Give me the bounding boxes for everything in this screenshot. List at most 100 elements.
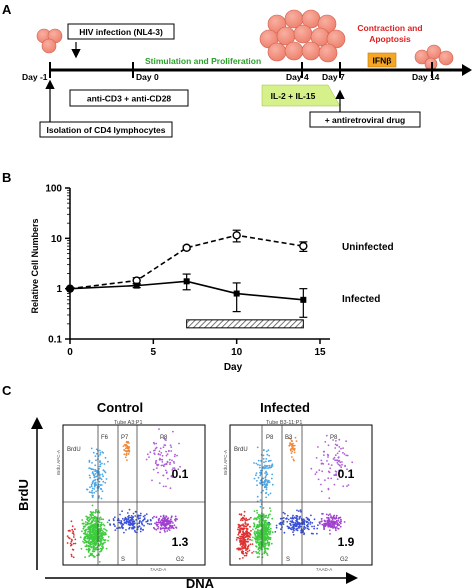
event-dot [89,486,91,489]
event-dot [334,527,337,529]
event-dot [165,454,168,457]
event-dot [255,474,257,477]
event-dot [338,450,341,453]
event-dot [264,547,267,550]
event-dot [256,484,258,486]
event-dot [262,526,265,529]
event-dot [88,461,91,463]
event-dot [92,544,95,547]
event-dot [268,528,270,531]
event-dot [139,530,142,533]
event-dot [265,488,268,491]
event-dot [247,544,250,547]
event-dot [266,547,268,550]
event-dot [256,446,259,449]
event-dot [279,517,282,520]
event-dot [238,537,241,540]
event-dot [255,517,258,520]
event-dot [309,523,312,525]
data-point-uninfected [232,231,241,240]
event-dot [317,446,319,448]
event-dot [259,540,262,543]
event-dot [166,460,169,463]
event-dot [91,513,94,516]
event-dot [91,527,94,530]
event-dot [269,492,272,495]
value-top-infected: 0.1 [338,467,355,481]
event-dot [253,518,255,520]
event-dot [260,524,262,527]
event-dot [93,474,96,477]
event-dot [289,522,291,525]
event-dot [66,535,69,537]
event-dot [265,536,268,539]
event-dot [95,521,98,523]
event-dot [174,453,177,456]
event-dot [165,463,168,466]
event-dot [120,520,123,523]
event-dot [145,520,148,523]
event-dot [289,442,291,444]
event-dot [340,470,342,473]
event-dot [155,516,158,518]
event-dot [238,531,241,534]
event-dot [93,534,95,537]
event-dot [291,444,294,447]
event-dot [101,547,104,550]
data-point-infected [183,278,190,285]
cells-day14 [414,44,454,71]
event-dot [253,530,256,533]
event-dot [323,528,325,531]
event-dot [91,521,94,523]
event-dot [125,518,127,520]
event-dot [159,520,162,523]
event-dot [264,537,267,540]
event-dot [88,555,91,557]
gate-label-control-1: F6 [101,435,109,441]
event-dot [331,523,334,526]
event-dot [326,516,328,519]
data-point-infected [300,296,307,303]
event-dot [95,459,97,462]
event-dot [239,535,241,538]
event-dot [267,449,270,451]
event-dot [341,461,343,463]
event-dot [296,518,299,520]
event-dot [343,453,346,455]
event-dot [123,531,125,534]
event-dot [313,525,316,528]
event-dot [255,545,257,547]
event-dot [253,522,255,525]
event-dot [146,522,149,525]
event-dot [113,523,115,526]
timeline-arrowhead [462,64,472,76]
event-dot [334,459,336,462]
event-dot [169,461,172,464]
event-dot [122,523,125,526]
event-dot [163,529,166,532]
event-dot [270,542,273,545]
event-dot [257,459,260,462]
event-dot [155,442,158,445]
event-dot [289,520,292,523]
event-dot [290,524,292,527]
event-dot [248,549,251,552]
event-dot [327,517,330,519]
event-dot [258,552,261,555]
event-dot [329,513,331,516]
event-dot [327,487,330,490]
event-dot [172,430,174,433]
event-dot [103,463,106,465]
event-dot [101,545,103,548]
event-dot [91,471,94,473]
event-dot [126,459,128,461]
event-dot [236,548,239,550]
gate-label-control-2: P7 [121,435,129,441]
event-dot [292,521,295,524]
event-dot [263,551,266,554]
event-dot [112,519,115,522]
gate-label-infected-4: BrdU [234,447,248,453]
event-dot [346,468,348,471]
event-dot [342,485,345,488]
event-dot [252,550,255,553]
